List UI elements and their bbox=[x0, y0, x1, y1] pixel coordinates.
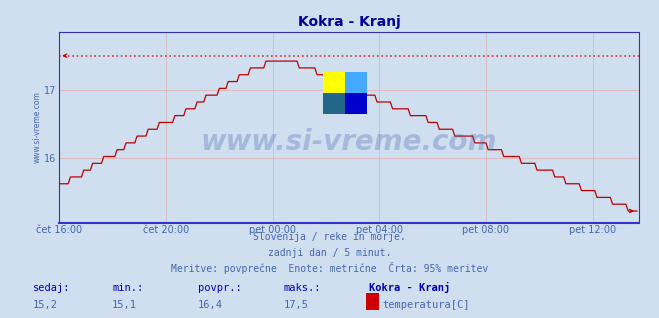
Text: 15,1: 15,1 bbox=[112, 301, 137, 310]
Text: www.si-vreme.com: www.si-vreme.com bbox=[201, 128, 498, 156]
Text: 15,2: 15,2 bbox=[33, 301, 58, 310]
Text: min.:: min.: bbox=[112, 283, 143, 293]
Text: zadnji dan / 5 minut.: zadnji dan / 5 minut. bbox=[268, 248, 391, 258]
FancyBboxPatch shape bbox=[323, 93, 345, 114]
Title: Kokra - Kranj: Kokra - Kranj bbox=[298, 15, 401, 29]
Text: Slovenija / reke in morje.: Slovenija / reke in morje. bbox=[253, 232, 406, 242]
Y-axis label: www.si-vreme.com: www.si-vreme.com bbox=[32, 91, 42, 163]
Text: Meritve: povprečne  Enote: metrične  Črta: 95% meritev: Meritve: povprečne Enote: metrične Črta:… bbox=[171, 262, 488, 274]
FancyBboxPatch shape bbox=[345, 72, 367, 93]
Text: povpr.:: povpr.: bbox=[198, 283, 241, 293]
FancyBboxPatch shape bbox=[323, 72, 345, 93]
Text: maks.:: maks.: bbox=[283, 283, 321, 293]
FancyBboxPatch shape bbox=[345, 93, 367, 114]
Text: Kokra - Kranj: Kokra - Kranj bbox=[369, 282, 450, 293]
Text: 16,4: 16,4 bbox=[198, 301, 223, 310]
Text: sedaj:: sedaj: bbox=[33, 283, 71, 293]
Text: 17,5: 17,5 bbox=[283, 301, 308, 310]
Text: temperatura[C]: temperatura[C] bbox=[382, 301, 470, 310]
